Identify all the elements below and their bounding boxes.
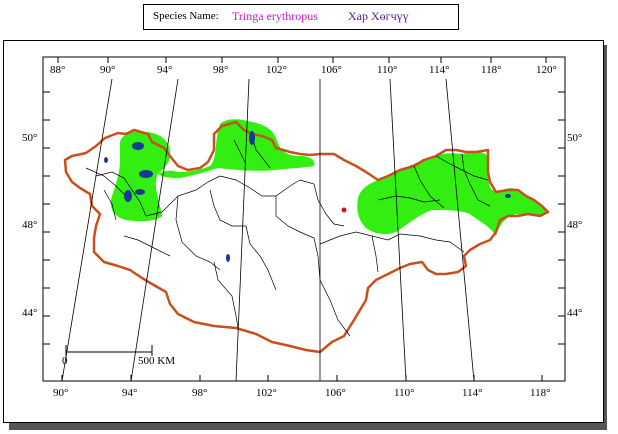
mongolian-name: Хар Хөгчүү	[348, 9, 409, 23]
scale-bar	[65, 345, 153, 356]
top-lon-label: 110°	[377, 64, 398, 76]
left-lat-label: 48°	[22, 219, 37, 231]
scale-end-label: 500 KM	[138, 355, 175, 367]
bottom-lon-label: 114°	[462, 387, 483, 399]
capital-marker	[341, 207, 347, 213]
top-lon-label: 118°	[481, 64, 502, 76]
side-ticks	[43, 91, 565, 345]
country-border	[63, 120, 550, 354]
left-lat-label: 44°	[22, 307, 37, 319]
right-lat-label: 44°	[567, 307, 582, 319]
bottom-lon-label: 90°	[53, 387, 68, 399]
species-name-label: Species Name:	[153, 10, 219, 22]
top-lon-label: 90°	[100, 64, 115, 76]
graticule	[61, 78, 475, 382]
top-ticks	[57, 57, 547, 63]
bottom-lon-label: 110°	[394, 387, 415, 399]
top-lon-label: 98°	[213, 64, 228, 76]
right-lat-label: 48°	[567, 219, 582, 231]
scale-start-label: 0	[62, 355, 68, 367]
internal-boundaries	[85, 135, 491, 337]
top-lon-label: 102°	[266, 64, 287, 76]
bottom-lon-label: 102°	[256, 387, 277, 399]
scientific-name: Tringa erythropus	[232, 9, 318, 23]
bottom-lon-label: 98°	[192, 387, 207, 399]
range-north	[158, 119, 315, 178]
top-lon-label: 106°	[321, 64, 342, 76]
top-lon-label: 94°	[157, 64, 172, 76]
bottom-lon-label: 106°	[325, 387, 346, 399]
lakes	[104, 131, 511, 262]
right-lat-label: 50°	[567, 132, 582, 144]
range-east	[357, 152, 546, 236]
bottom-lon-label: 118°	[530, 387, 551, 399]
species-header: Species Name: Tringa erythropus Хар Хөгч…	[143, 4, 459, 30]
bottom-lon-label: 94°	[122, 387, 137, 399]
top-lon-label: 114°	[429, 64, 450, 76]
top-lon-label: 88°	[50, 64, 65, 76]
top-lon-label: 120°	[536, 64, 557, 76]
left-lat-label: 50°	[22, 132, 37, 144]
